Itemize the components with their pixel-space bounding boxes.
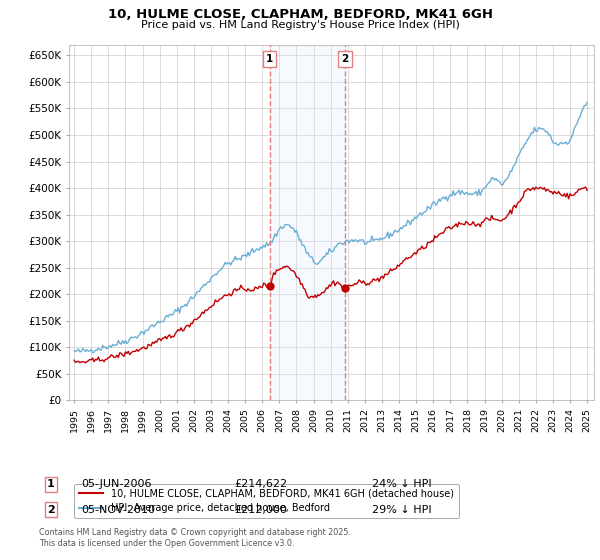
Text: 24% ↓ HPI: 24% ↓ HPI xyxy=(372,479,431,489)
Text: 1: 1 xyxy=(47,479,55,489)
Text: 2: 2 xyxy=(47,505,55,515)
Text: 10, HULME CLOSE, CLAPHAM, BEDFORD, MK41 6GH: 10, HULME CLOSE, CLAPHAM, BEDFORD, MK41 … xyxy=(107,8,493,21)
Text: 05-JUN-2006: 05-JUN-2006 xyxy=(81,479,151,489)
Text: 1: 1 xyxy=(266,54,273,64)
Legend: 10, HULME CLOSE, CLAPHAM, BEDFORD, MK41 6GH (detached house), HPI: Average price: 10, HULME CLOSE, CLAPHAM, BEDFORD, MK41 … xyxy=(74,484,458,518)
Text: Price paid vs. HM Land Registry's House Price Index (HPI): Price paid vs. HM Land Registry's House … xyxy=(140,20,460,30)
Text: 2: 2 xyxy=(341,54,349,64)
Text: £212,000: £212,000 xyxy=(234,505,287,515)
Bar xyxy=(269,45,345,400)
Text: £214,622: £214,622 xyxy=(234,479,287,489)
Text: 05-NOV-2010: 05-NOV-2010 xyxy=(81,505,155,515)
Text: Contains HM Land Registry data © Crown copyright and database right 2025.
This d: Contains HM Land Registry data © Crown c… xyxy=(39,528,351,548)
Text: 29% ↓ HPI: 29% ↓ HPI xyxy=(372,505,431,515)
